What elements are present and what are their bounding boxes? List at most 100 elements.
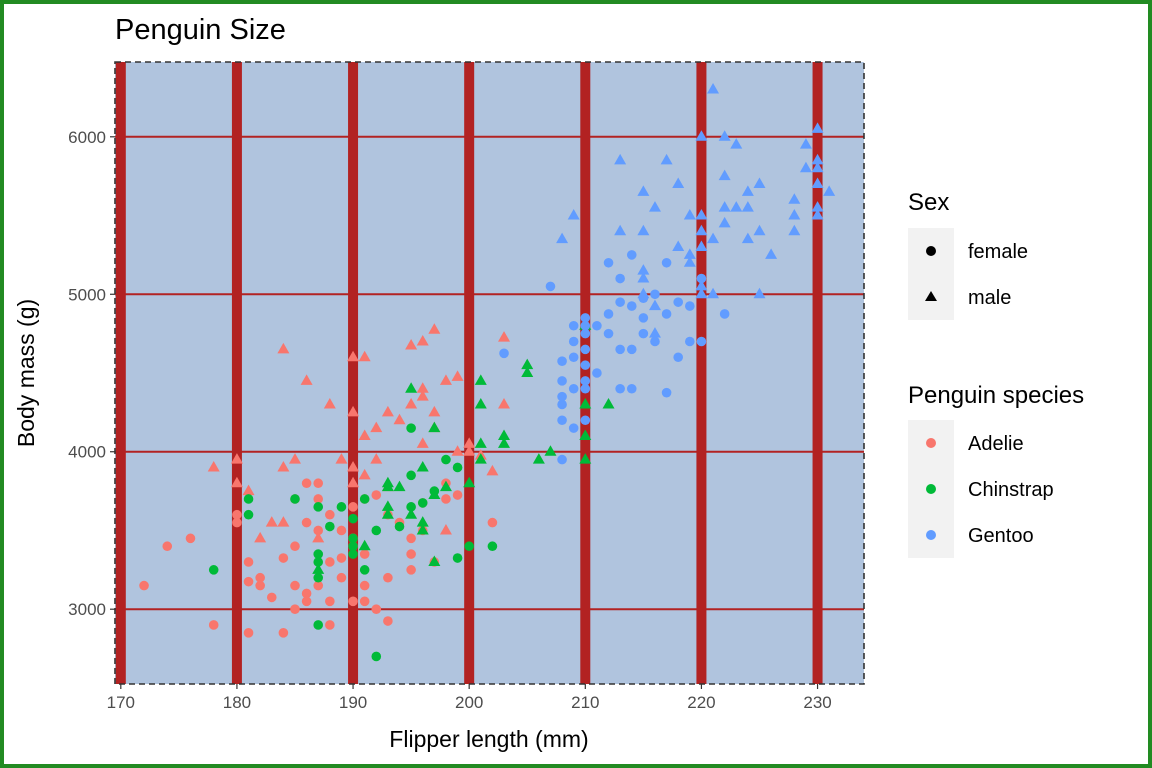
- point-adelie-male: [312, 531, 325, 543]
- point-chinstrap-female: [452, 462, 463, 473]
- point-gentoo-male: [718, 216, 731, 228]
- point-adelie-male: [254, 531, 267, 543]
- legend-key-female-circle: [926, 246, 936, 256]
- x-axis-title: Flipper length (mm): [389, 726, 588, 752]
- point-gentoo-female: [673, 352, 684, 363]
- point-gentoo-female: [685, 301, 695, 311]
- point-gentoo-male: [788, 224, 801, 236]
- point-adelie-female: [325, 596, 335, 607]
- point-chinstrap-female: [452, 553, 463, 563]
- point-gentoo-male: [707, 83, 720, 94]
- point-adelie-female: [255, 572, 265, 583]
- point-adelie-female: [278, 628, 289, 638]
- point-adelie-female: [336, 572, 347, 583]
- point-adelie-female: [359, 596, 370, 607]
- point-gentoo-male: [718, 169, 731, 181]
- point-gentoo-female: [592, 368, 602, 378]
- legend-key-chinstrap-dot: [926, 484, 936, 494]
- point-gentoo-female: [661, 309, 672, 319]
- x-tick-label-180: 180: [223, 693, 251, 712]
- point-chinstrap-female: [406, 470, 416, 481]
- point-gentoo-female: [580, 415, 591, 426]
- point-adelie-male: [405, 338, 418, 350]
- y-tick-label-3000: 3000: [68, 600, 106, 619]
- point-gentoo-male: [648, 201, 661, 212]
- legend-key-adelie-dot: [926, 438, 936, 448]
- point-gentoo-female: [638, 328, 649, 339]
- point-gentoo-male: [637, 185, 650, 196]
- point-adelie-male: [428, 323, 441, 334]
- point-adelie-male: [370, 421, 383, 433]
- point-chinstrap-male: [416, 460, 429, 472]
- point-gentoo-male: [718, 201, 731, 212]
- point-gentoo-male: [637, 272, 650, 283]
- point-adelie-male: [393, 413, 406, 425]
- point-chinstrap-male: [532, 453, 545, 464]
- point-adelie-male: [347, 405, 360, 417]
- point-adelie-female: [325, 509, 335, 520]
- point-adelie-male: [451, 445, 464, 456]
- point-chinstrap-female: [208, 565, 219, 575]
- point-gentoo-female: [557, 356, 567, 366]
- point-gentoo-male: [660, 153, 673, 165]
- point-adelie-female: [441, 494, 451, 504]
- point-chinstrap-male: [439, 480, 452, 492]
- point-gentoo-male: [695, 209, 708, 220]
- point-adelie-female: [278, 553, 289, 563]
- point-adelie-male: [405, 397, 418, 409]
- point-adelie-female: [313, 525, 324, 536]
- point-gentoo-female: [557, 399, 567, 410]
- point-gentoo-female: [557, 376, 567, 386]
- point-gentoo-male: [718, 130, 731, 141]
- point-adelie-male: [416, 382, 429, 393]
- point-adelie-female: [162, 541, 173, 552]
- x-tick-label-220: 220: [687, 693, 715, 712]
- point-gentoo-male: [695, 224, 708, 236]
- point-adelie-female: [406, 533, 416, 544]
- point-gentoo-female: [557, 415, 567, 426]
- point-gentoo-male: [672, 240, 685, 252]
- point-adelie-female: [313, 494, 324, 504]
- y-tick-label-4000: 4000: [68, 443, 106, 462]
- point-gentoo-female: [661, 387, 672, 398]
- point-adelie-female: [325, 620, 335, 630]
- point-adelie-male: [207, 460, 220, 472]
- point-gentoo-female: [626, 383, 637, 394]
- point-gentoo-male: [811, 153, 824, 165]
- point-chinstrap-female: [348, 549, 358, 559]
- point-chinstrap-male: [579, 397, 592, 409]
- point-adelie-female: [243, 576, 254, 587]
- point-adelie-male: [416, 390, 429, 401]
- point-gentoo-male: [811, 201, 824, 212]
- point-gentoo-female: [580, 344, 591, 355]
- point-chinstrap-male: [381, 480, 394, 492]
- point-gentoo-male: [614, 224, 627, 236]
- point-chinstrap-female: [348, 533, 358, 544]
- point-adelie-male: [242, 484, 255, 496]
- point-adelie-female: [313, 580, 324, 591]
- point-gentoo-male: [811, 161, 824, 173]
- point-gentoo-male: [695, 287, 708, 299]
- legend-species: Penguin species Adelie Chinstrap Gentoo: [908, 382, 1084, 558]
- point-chinstrap-male: [405, 508, 418, 519]
- point-adelie-female: [232, 509, 242, 520]
- point-gentoo-female: [580, 328, 591, 339]
- legend-label-adelie: Adelie: [968, 433, 1024, 455]
- point-chinstrap-female: [348, 541, 358, 552]
- point-gentoo-male: [823, 185, 836, 196]
- point-gentoo-male: [556, 232, 569, 244]
- point-chinstrap-female: [441, 454, 451, 465]
- point-gentoo-male: [683, 256, 696, 267]
- point-adelie-male: [428, 405, 441, 417]
- point-adelie-male: [230, 476, 243, 488]
- point-adelie-male: [347, 476, 360, 488]
- point-gentoo-female: [650, 336, 660, 347]
- point-chinstrap-male: [521, 366, 534, 377]
- panel-frame: [114, 61, 865, 685]
- point-chinstrap-female: [406, 502, 416, 512]
- point-adelie-male: [498, 397, 511, 409]
- point-gentoo-female: [580, 383, 591, 394]
- point-gentoo-female: [568, 423, 579, 433]
- legend-sex: Sex female male: [908, 189, 1028, 320]
- point-adelie-male: [451, 370, 464, 381]
